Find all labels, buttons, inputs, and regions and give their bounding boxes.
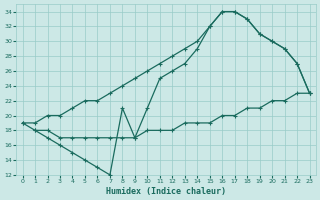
- X-axis label: Humidex (Indice chaleur): Humidex (Indice chaleur): [106, 187, 226, 196]
